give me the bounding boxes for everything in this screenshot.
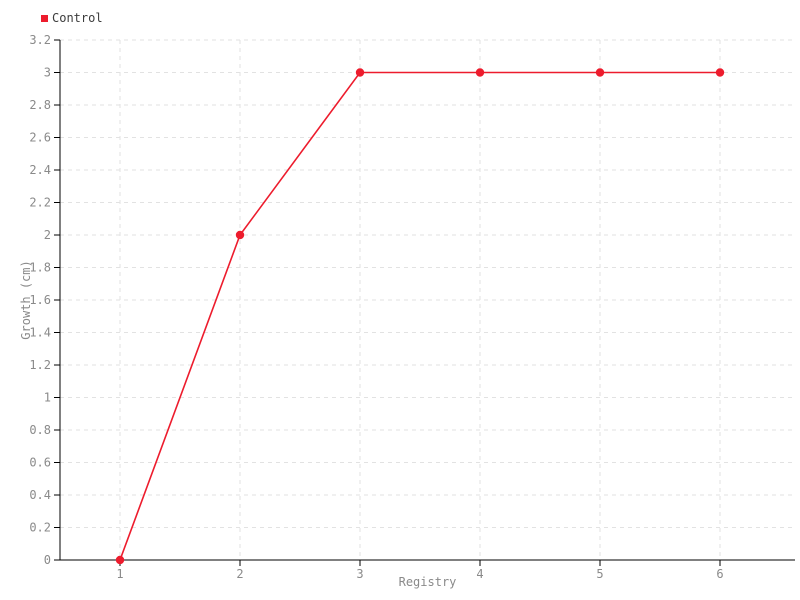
x-tick-label: 6 [716, 567, 723, 581]
y-axis-title: Growth (cm) [19, 260, 33, 339]
x-tick-label: 5 [596, 567, 603, 581]
y-tick-label: 2.6 [29, 131, 51, 145]
y-tick-label: 2.8 [29, 98, 51, 112]
series-control [115, 68, 725, 565]
y-tick-label: 2.2 [29, 196, 51, 210]
x-tick-label: 2 [236, 567, 243, 581]
legend-marker-control [41, 14, 48, 22]
y-tick-label: 0 [44, 553, 51, 567]
data-point[interactable] [235, 230, 245, 240]
y-tick-label: 3 [44, 66, 51, 80]
y-tick-label: 0.6 [29, 456, 51, 470]
x-tick-label: 4 [476, 567, 483, 581]
x-axis-ticks: 1 2 3 4 5 6 [116, 560, 724, 581]
y-tick-label: 3.2 [29, 33, 51, 47]
y-tick-label: 2.4 [29, 163, 51, 177]
x-tick-label: 3 [356, 567, 363, 581]
data-point[interactable] [355, 68, 365, 77]
gridlines [60, 39, 795, 560]
legend: Control [41, 12, 103, 24]
data-point[interactable] [715, 68, 725, 77]
y-tick-label: 0.2 [29, 521, 51, 535]
y-tick-label: 2 [44, 228, 51, 242]
data-point[interactable] [595, 68, 605, 77]
y-tick-label: 1 [44, 391, 51, 405]
data-point[interactable] [475, 68, 485, 77]
y-tick-label: 1.2 [29, 358, 51, 372]
y-axis-ticks: 0 0.2 0.4 0.6 0.8 1 1.2 1.4 1.6 1.8 2 2.2 2.4 2.6 2.8 3… [29, 33, 60, 567]
series-line [119, 71, 720, 561]
y-tick-label: 1.4 [29, 326, 51, 340]
x-tick-label: 1 [116, 567, 123, 581]
y-tick-label: 0.8 [29, 423, 51, 437]
y-tick-label: 1.6 [29, 293, 51, 307]
data-point[interactable] [115, 555, 125, 565]
x-axis-title: Registry [399, 575, 457, 589]
y-tick-label: 0.4 [29, 488, 51, 502]
y-tick-label: 1.8 [29, 261, 51, 275]
legend-label-control: Control [52, 11, 103, 25]
